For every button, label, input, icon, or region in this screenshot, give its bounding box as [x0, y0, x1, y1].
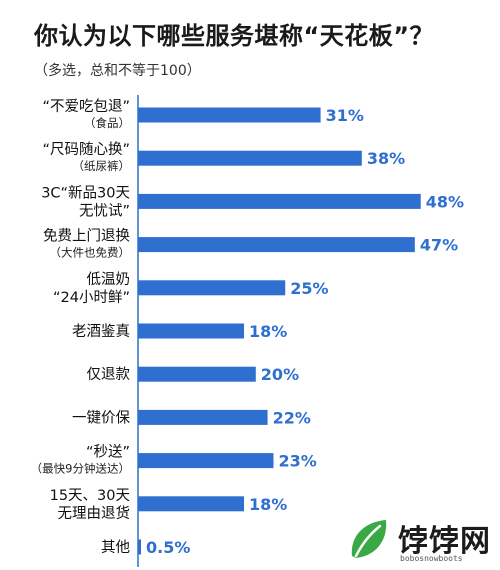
value-label: 18% — [249, 322, 287, 341]
bar — [138, 453, 274, 469]
value-label: 47% — [420, 236, 458, 255]
value-label: 22% — [273, 408, 311, 427]
value-label: 48% — [426, 192, 464, 211]
bar — [138, 237, 415, 253]
watermark-url: bobosnowboots — [400, 554, 463, 563]
category-label: 老酒鉴真 — [72, 322, 130, 340]
chart-title: 你认为以下哪些服务堪称“天花板”？ — [34, 22, 435, 50]
category-label: “不爱吃包退” — [42, 98, 130, 115]
bar — [138, 366, 256, 382]
category-label: 低温奶 — [87, 271, 131, 288]
category-sublabel: （食品） — [84, 116, 130, 130]
category-label: 3C“新品30天 — [41, 184, 130, 201]
category-label: “尺码随心换” — [42, 141, 130, 158]
category-label: 一键价保 — [72, 409, 130, 426]
category-sublabel: （大件也免费） — [50, 246, 131, 260]
chart-subtitle: （多选，总和不等于100） — [34, 63, 201, 79]
category-label: 15天、30天 — [50, 488, 130, 504]
value-label: 31% — [326, 106, 364, 125]
category-label: 其他 — [101, 539, 130, 556]
bar — [138, 323, 245, 339]
bar — [138, 280, 286, 296]
category-label: “秒送” — [86, 444, 130, 461]
bar — [138, 150, 362, 166]
category-label: 免费上门退换 — [43, 228, 130, 245]
category-label: 仅退款 — [87, 366, 131, 383]
category-sublabel: 无忧试” — [79, 202, 130, 219]
value-label: 38% — [367, 149, 405, 168]
watermark-text: 饽饽网 — [398, 524, 491, 559]
category-sublabel: （纸尿裤） — [73, 159, 131, 173]
category-sublabel: 无理由退货 — [58, 505, 131, 522]
value-label: 25% — [290, 279, 328, 298]
watermark: 饽饽网 bobosnowboots — [342, 514, 492, 566]
value-label: 23% — [278, 452, 316, 471]
bar — [138, 539, 141, 555]
category-sublabel: （最快9分钟送达） — [31, 462, 130, 476]
category-sublabel: “24小时鲜” — [53, 289, 130, 306]
value-label: 0.5% — [146, 538, 190, 557]
leaf-logo-icon — [351, 520, 387, 558]
bar — [138, 107, 321, 123]
value-label: 20% — [261, 365, 299, 384]
bar — [138, 409, 268, 425]
bar — [138, 496, 245, 512]
value-label: 18% — [249, 495, 287, 514]
bar — [138, 193, 421, 209]
